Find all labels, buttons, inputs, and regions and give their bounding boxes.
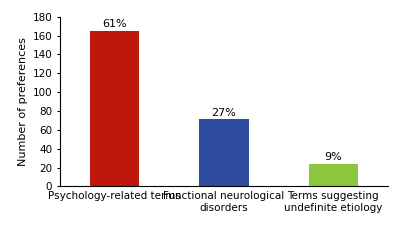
- Text: 61%: 61%: [102, 19, 127, 29]
- Bar: [90, 31, 139, 186]
- Bar: [309, 164, 358, 186]
- Text: 27%: 27%: [212, 108, 236, 118]
- Text: 9%: 9%: [324, 152, 342, 162]
- Bar: [199, 120, 248, 186]
- Y-axis label: Number of preferences: Number of preferences: [18, 37, 28, 166]
